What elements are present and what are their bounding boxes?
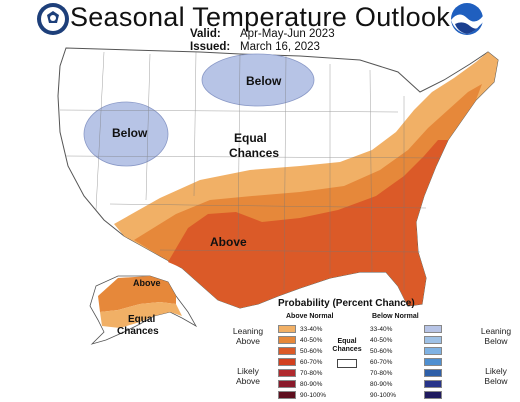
legend-equal-chances-label: Equal Chances [332, 338, 362, 354]
legend-below-label-5: 80-90% [370, 380, 393, 388]
outlook-map: Below Below Equal Chances Above Above Eq… [57, 47, 499, 345]
legend-leaning-above-1: Leaning [232, 326, 264, 336]
legend-leaning-below-1: Leaning [480, 326, 512, 336]
doc-seal-icon [37, 3, 69, 35]
legend-below-label-1: 40-50% [370, 336, 393, 344]
valid-label: Valid: [190, 28, 221, 40]
legend-above-label-0: 33-40% [300, 325, 323, 333]
map-label-equal-1: Equal [234, 131, 267, 145]
below-west-region [83, 101, 169, 167]
map-label-equal-2: Chances [229, 146, 279, 160]
legend-equal-1: Equal [337, 338, 357, 345]
legend-above-label-4: 70-80% [300, 369, 323, 377]
legend-below-label-3: 60-70% [370, 358, 393, 366]
page-title: Seasonal Temperature Outlook [69, 2, 451, 32]
legend-below-label-0: 33-40% [370, 325, 393, 333]
legend-below-swatch-3 [424, 358, 442, 366]
legend-below-swatch-6 [424, 391, 442, 399]
alaska-above-33-region [100, 302, 182, 328]
valid-value: Apr-May-Jun 2023 [240, 28, 335, 40]
issued-value: March 16, 2023 [240, 41, 320, 53]
legend-above-label-3: 60-70% [300, 358, 323, 366]
state-borders [59, 51, 441, 291]
legend-below-label-2: 50-60% [370, 347, 393, 355]
valid-line: Valid: Apr-May-Jun 2023 [190, 28, 335, 40]
legend-above-swatch-1 [278, 336, 296, 344]
legend-above-swatch-5 [278, 380, 296, 388]
legend-likely-above: Likely Above [228, 366, 268, 386]
legend-below-label-4: 70-80% [370, 369, 393, 377]
map-label-alaska-equal-1: Equal [128, 314, 155, 325]
legend-below-swatch-4 [424, 369, 442, 377]
legend-below-swatch-0 [424, 325, 442, 333]
legend-above-label-1: 40-50% [300, 336, 323, 344]
map-label-alaska-equal-2: Chances [117, 326, 159, 337]
map-label-below-north: Below [246, 74, 282, 88]
map-label-below-west: Below [112, 126, 148, 140]
legend-above-swatch-0 [278, 325, 296, 333]
legend-leaning-below: Leaning Below [476, 326, 516, 346]
legend-likely-above-2: Above [235, 376, 261, 386]
legend-equal-2: Chances [332, 346, 362, 353]
legend-equal-chances-swatch [337, 359, 357, 368]
issued-label: Issued: [190, 41, 231, 53]
legend-above-header: Above Normal [286, 313, 334, 320]
map-label-above: Above [210, 235, 247, 249]
above-50-60-region [168, 140, 448, 308]
legend-likely-below-2: Below [484, 376, 508, 386]
legend-below-header: Below Normal [372, 313, 419, 320]
legend-above-label-2: 50-60% [300, 347, 323, 355]
legend-above-swatch-4 [278, 369, 296, 377]
legend-likely-above-1: Likely [237, 366, 259, 376]
alaska-above-region [98, 276, 176, 312]
legend-leaning-above: Leaning Above [228, 326, 268, 346]
legend-likely-below-1: Likely [485, 366, 507, 376]
noaa-logo-icon [451, 3, 483, 35]
legend-likely-below: Likely Below [476, 366, 516, 386]
probability-legend: Probability (Percent Chance) Above Norma… [228, 298, 520, 402]
legend-below-swatch-1 [424, 336, 442, 344]
legend-leaning-below-2: Below [484, 336, 508, 346]
legend-leaning-above-2: Above [235, 336, 261, 346]
map-label-alaska-above: Above [133, 278, 161, 288]
legend-below-swatch-5 [424, 380, 442, 388]
issued-line: Issued: March 16, 2023 [190, 41, 320, 53]
legend-above-swatch-6 [278, 391, 296, 399]
legend-below-swatch-2 [424, 347, 442, 355]
legend-above-label-6: 90-100% [300, 391, 327, 399]
legend-title: Probability (Percent Chance) [278, 298, 415, 309]
legend-above-swatch-3 [278, 358, 296, 366]
legend-above-label-5: 80-90% [300, 380, 323, 388]
legend-below-label-6: 90-100% [370, 391, 397, 399]
legend-above-swatch-2 [278, 347, 296, 355]
